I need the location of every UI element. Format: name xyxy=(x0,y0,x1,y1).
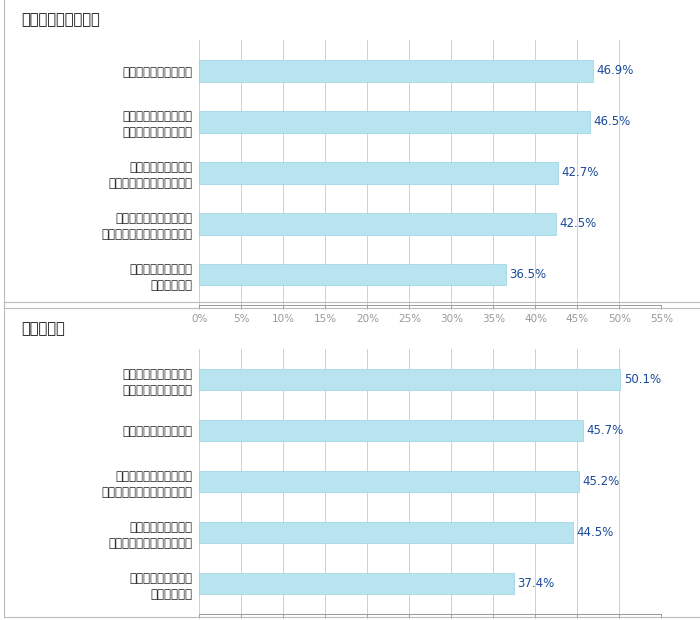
Text: ＜固定期間選択型＞: ＜固定期間選択型＞ xyxy=(21,12,99,27)
Text: 36.5%: 36.5% xyxy=(510,268,547,281)
Bar xyxy=(199,264,506,285)
Text: 42.5%: 42.5% xyxy=(560,217,597,230)
Text: 45.2%: 45.2% xyxy=(582,475,620,488)
Text: 46.9%: 46.9% xyxy=(597,64,634,78)
Bar xyxy=(199,420,583,441)
Text: 46.5%: 46.5% xyxy=(594,115,631,128)
Bar xyxy=(199,162,558,184)
Text: 45.7%: 45.7% xyxy=(587,424,624,437)
Text: 42.7%: 42.7% xyxy=(561,166,599,179)
Text: 37.4%: 37.4% xyxy=(517,577,554,590)
Text: 50.1%: 50.1% xyxy=(624,373,661,386)
Bar xyxy=(199,572,514,594)
Text: ＜変動型＞: ＜変動型＞ xyxy=(21,321,64,336)
Bar xyxy=(199,471,579,492)
Bar xyxy=(199,521,573,543)
Text: 44.5%: 44.5% xyxy=(577,526,614,539)
Bar xyxy=(199,60,594,82)
Bar xyxy=(199,369,620,390)
Bar xyxy=(199,213,556,234)
Bar xyxy=(199,111,590,133)
